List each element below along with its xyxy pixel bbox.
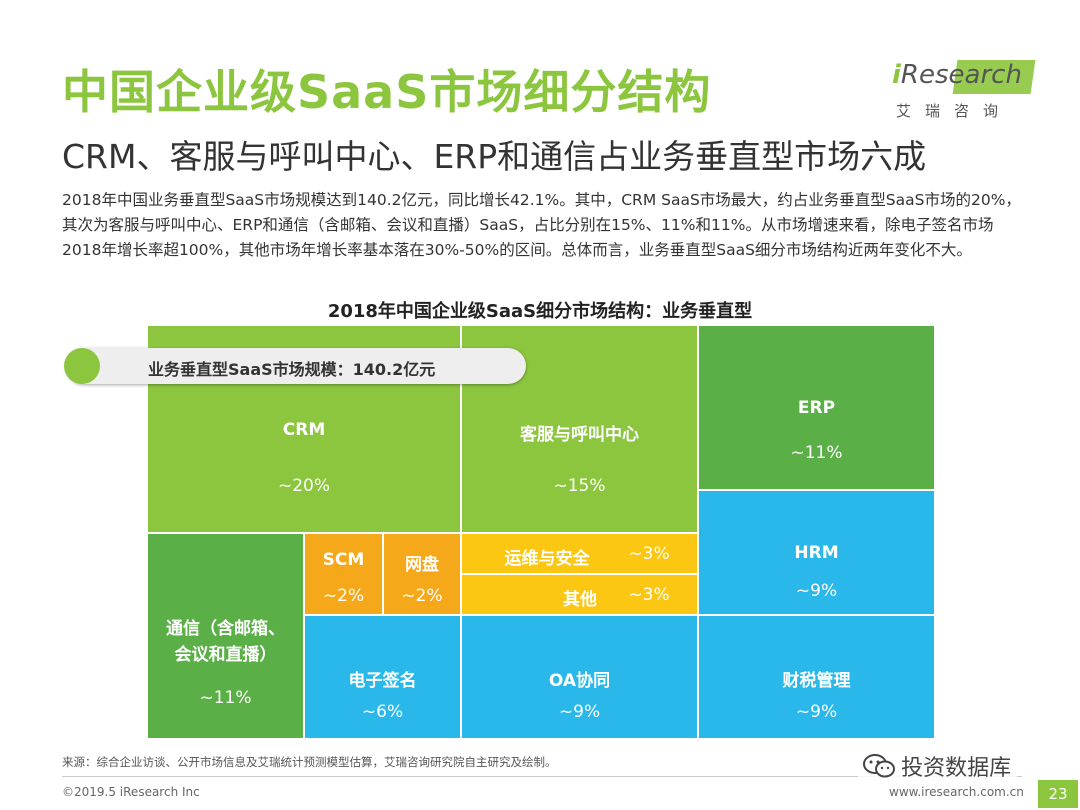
cell-scm-value: ~2% xyxy=(322,586,365,606)
page-subtitle: CRM、客服与呼叫中心、ERP和通信占业务垂直型市场六成 xyxy=(62,137,927,176)
logo: iResearch xyxy=(892,60,1022,90)
cell-hrm: HRM ~9% xyxy=(698,490,935,615)
cell-netdisk: 网盘 ~2% xyxy=(383,533,461,615)
logo-cn: 艾瑞咨询 xyxy=(896,102,1013,120)
treemap-chart: CRM ~20% 客服与呼叫中心 ~15% ERP ~11% HRM ~9% 通… xyxy=(147,325,935,739)
cell-communication-label-1: 通信（含邮箱、 xyxy=(166,619,285,639)
cell-e-signature-label: 电子签名 xyxy=(348,671,417,691)
cell-erp-value: ~11% xyxy=(790,443,843,463)
page-title: 中国企业级SaaS市场细分结构 xyxy=(62,65,712,119)
copyright: ©2019.5 iResearch Inc xyxy=(62,785,200,799)
footer-divider xyxy=(62,776,1022,777)
cell-communication-value: ~11% xyxy=(199,688,252,708)
cell-communication-label-2: 会议和直播） xyxy=(174,645,277,665)
cell-oa: OA协同 ~9% xyxy=(461,615,698,739)
cell-oa-value: ~9% xyxy=(558,702,601,722)
watermark-text: 投资数据库 xyxy=(901,756,1012,781)
cell-erp-label: ERP xyxy=(797,398,836,418)
market-size-dot xyxy=(64,348,100,384)
cell-ops-security-value: ~3% xyxy=(628,544,670,564)
cell-scm-label: SCM xyxy=(322,550,365,570)
cell-customer-service-label: 客服与呼叫中心 xyxy=(520,425,639,445)
cell-customer-service-value: ~15% xyxy=(553,476,606,496)
cell-netdisk-value: ~2% xyxy=(401,586,443,606)
cell-finance-tax-label: 财税管理 xyxy=(782,671,851,691)
cell-e-signature-value: ~6% xyxy=(361,702,404,722)
cell-e-signature: 电子签名 ~6% xyxy=(304,615,461,739)
cell-communication: 通信（含邮箱、 会议和直播） ~11% xyxy=(147,533,304,739)
source-note: 来源：综合企业访谈、公开市场信息及艾瑞统计预测模型估算，艾瑞咨询研究院自主研究及… xyxy=(62,755,557,769)
chart-title: 2018年中国企业级SaaS细分市场结构：业务垂直型 xyxy=(327,301,753,322)
website-url: www.iresearch.com.cn xyxy=(889,785,1024,799)
cell-netdisk-label: 网盘 xyxy=(405,555,439,575)
cell-crm-label: CRM xyxy=(282,420,326,440)
market-size-label: 业务垂直型SaaS市场规模：140.2亿元 xyxy=(148,360,436,379)
cell-oa-label: OA协同 xyxy=(548,671,611,691)
cell-hrm-label: HRM xyxy=(794,543,839,563)
cell-other: 其他 ~3% xyxy=(461,574,698,615)
cell-finance-tax-value: ~9% xyxy=(795,702,838,722)
cell-finance-tax: 财税管理 ~9% xyxy=(698,615,935,739)
cell-other-label: 其他 xyxy=(563,590,597,610)
logo-name: Research xyxy=(900,60,1022,90)
page-number: 23 xyxy=(1038,780,1078,808)
summary-text: 2018年中国业务垂直型SaaS市场规模达到140.2亿元，同比增长42.1%。… xyxy=(62,191,1021,259)
cell-hrm-value: ~9% xyxy=(795,581,838,601)
watermark: 投资数据库 xyxy=(858,748,1018,782)
wechat-icon xyxy=(863,754,895,778)
market-size-pill xyxy=(66,348,526,384)
cell-ops-security-label: 运维与安全 xyxy=(504,549,590,569)
cell-crm-value: ~20% xyxy=(277,476,331,496)
logo-i: i xyxy=(892,60,901,90)
cell-customer-service: 客服与呼叫中心 ~15% xyxy=(461,325,698,533)
cell-other-value: ~3% xyxy=(628,585,670,605)
cell-erp: ERP ~11% xyxy=(698,325,935,490)
cell-ops-security: 运维与安全 ~3% xyxy=(461,533,698,574)
cell-scm: SCM ~2% xyxy=(304,533,383,615)
